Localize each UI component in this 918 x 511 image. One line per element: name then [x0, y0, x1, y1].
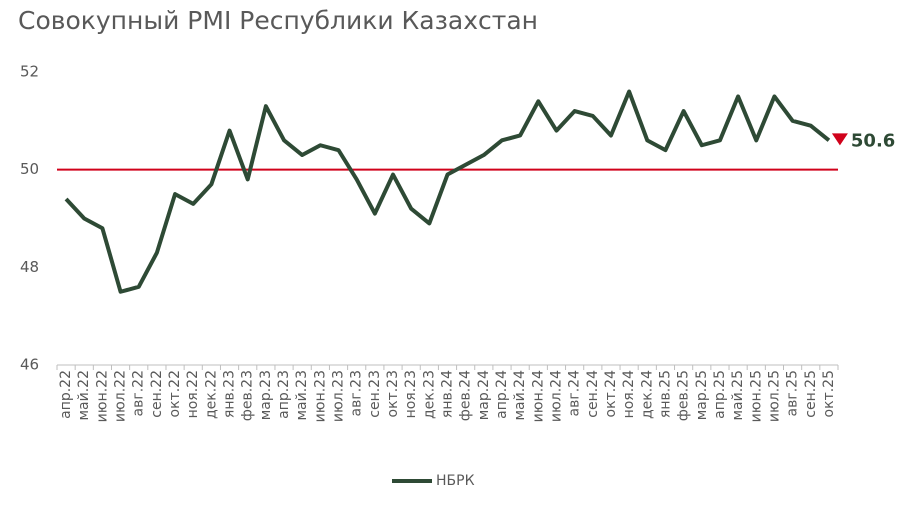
x-tick-label: июл.23	[331, 370, 347, 422]
x-tick-label: апр.24	[494, 370, 510, 419]
x-tick-label: июн.22	[94, 370, 110, 422]
x-tick-label: авг.24	[567, 370, 583, 417]
x-tick-label: июл.25	[766, 370, 782, 422]
x-tick-label: сен.22	[149, 370, 165, 418]
x-tick-label: сен.23	[367, 370, 383, 418]
x-tick-label: апр.22	[58, 370, 74, 419]
legend-label: НБРК	[436, 473, 475, 489]
x-tick-label: янв.24	[440, 370, 456, 418]
x-tick-label: фев.23	[240, 370, 256, 421]
x-tick-label: июн.23	[312, 370, 328, 422]
x-tick-label: сен.25	[803, 370, 819, 418]
chart-title: Совокупный PMI Республики Казахстан	[18, 6, 538, 35]
y-tick-label: 50	[20, 160, 39, 178]
y-tick-label: 52	[20, 63, 39, 81]
y-tick-label: 46	[20, 356, 39, 374]
x-tick-label: июн.24	[530, 370, 546, 422]
x-tick-label: ноя.22	[185, 370, 201, 418]
x-tick-label: окт.24	[603, 370, 619, 418]
x-tick-label: мар.25	[694, 370, 710, 420]
line-series	[64, 89, 831, 294]
x-tick-label: фев.24	[458, 370, 474, 421]
x-tick-label: май.24	[512, 370, 528, 421]
x-tick-label: апр.25	[712, 370, 728, 419]
x-tick-label: ноя.24	[621, 370, 637, 418]
x-tick-label: ноя.23	[403, 370, 419, 418]
down-marker	[831, 133, 848, 146]
x-tick-label: сен.24	[585, 370, 601, 418]
x-tick-label: мар.24	[476, 370, 492, 420]
x-tick-label: июл.24	[548, 370, 564, 422]
x-tick-label: янв.25	[657, 370, 673, 418]
x-tick-label: апр.23	[276, 370, 292, 419]
x-tick-label: дек.23	[421, 370, 437, 419]
x-tick-label: май.25	[730, 370, 746, 421]
x-tick-label: окт.22	[167, 370, 183, 417]
x-tick-label: мар.23	[258, 370, 274, 420]
x-tick-label: июл.22	[113, 370, 129, 422]
x-tick-label: авг.23	[349, 370, 365, 416]
x-tick-label: май.23	[294, 370, 310, 421]
x-tick-label: авг.22	[131, 370, 147, 416]
x-tick-label: май.22	[76, 370, 92, 421]
x-tick-label: фев.25	[676, 370, 692, 421]
x-tick-label: дек.24	[639, 370, 655, 419]
value-label: 50.6	[851, 130, 895, 151]
x-tick-label: июн.25	[748, 370, 764, 422]
x-tick-label: окт.23	[385, 370, 401, 417]
x-tick-label: янв.23	[222, 370, 238, 418]
x-tick-label: авг.25	[785, 370, 801, 416]
x-tick-label: дек.22	[203, 370, 219, 419]
x-tick-label: окт.25	[821, 370, 837, 417]
y-tick-label: 48	[20, 258, 39, 276]
